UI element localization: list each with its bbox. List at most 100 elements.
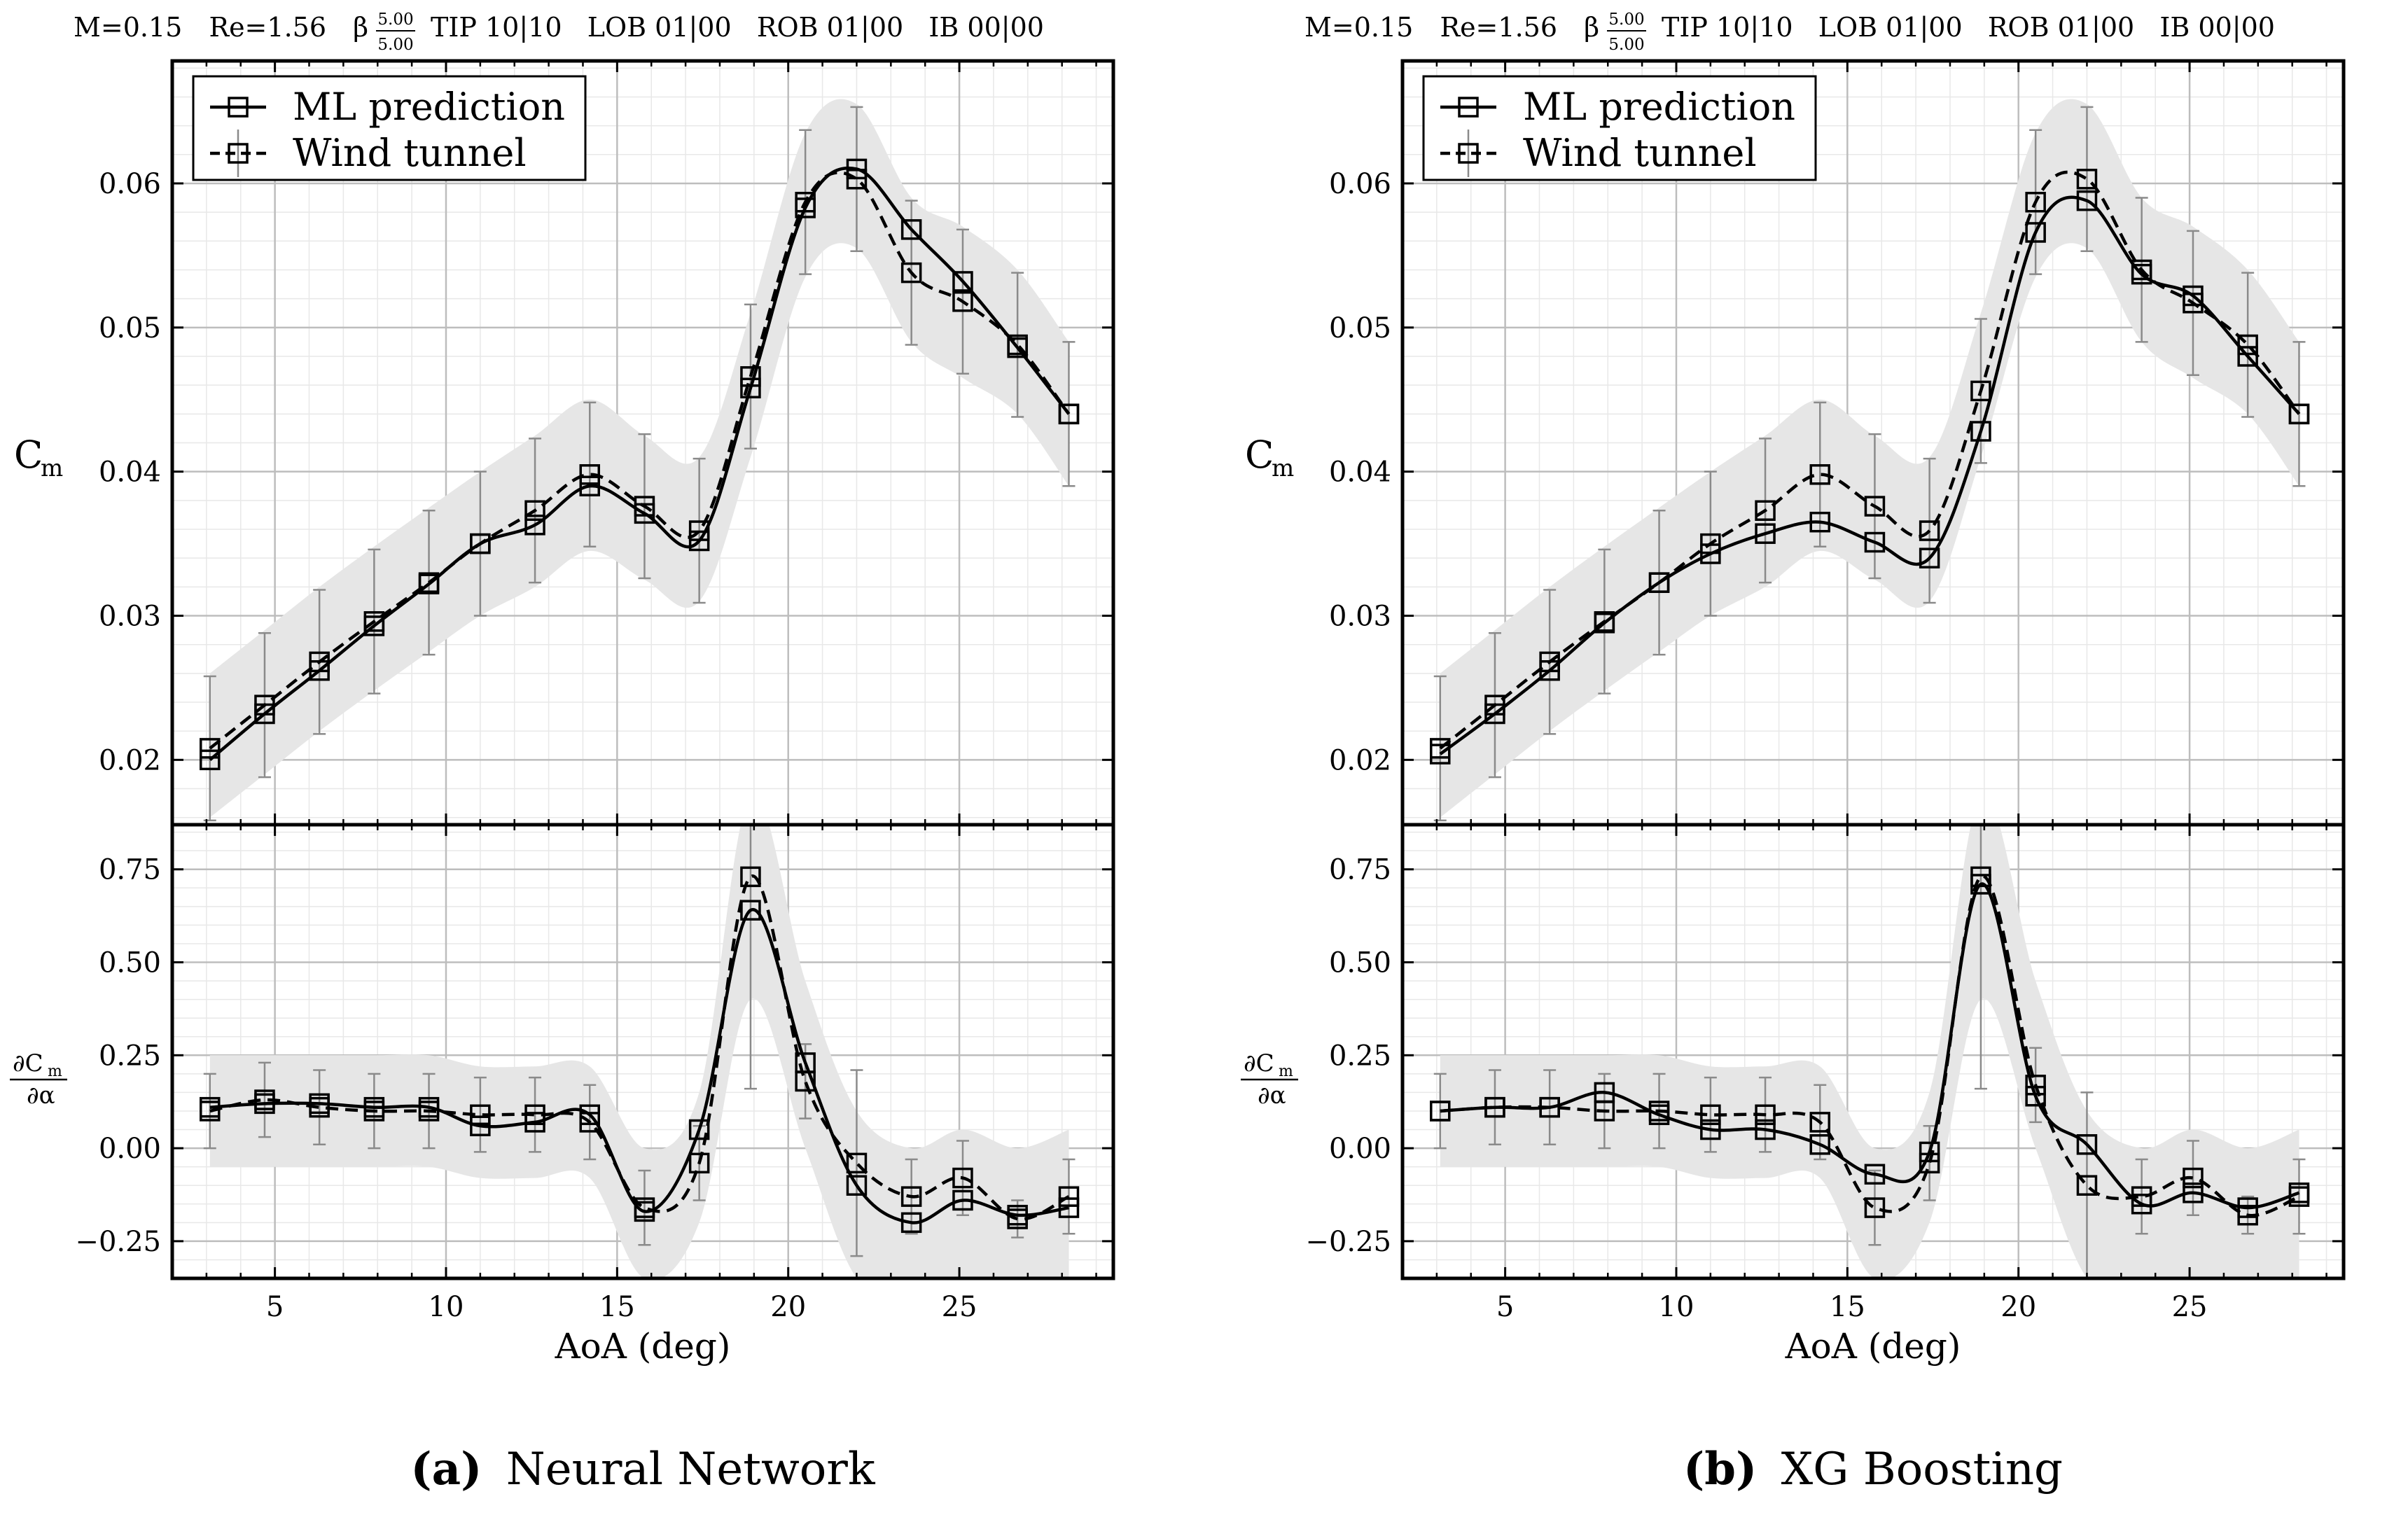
wind-tunnel-marker [2237, 334, 2258, 356]
ml-prediction-marker [795, 197, 816, 218]
ml-prediction-marker [1809, 511, 1830, 533]
ml-prediction-marker [795, 1052, 816, 1073]
y-tick-label: −0.25 [1305, 1226, 1391, 1258]
legend-box [1422, 75, 1817, 181]
ml-prediction-marker [1484, 703, 1505, 725]
ml-prediction-marker [688, 1119, 710, 1140]
y-tick-label: 0.06 [1329, 168, 1391, 200]
wind-tunnel-marker [1700, 1104, 1721, 1126]
y-axis-label: C [1245, 433, 1274, 477]
ml-prediction-marker [2183, 1182, 2204, 1203]
ml-prediction-marker [1430, 1101, 1451, 1122]
wind-tunnel-marker [900, 262, 922, 284]
legend-wind-tunnel-marker [1458, 143, 1479, 164]
ml-prediction-marker [1058, 1197, 1080, 1218]
axes-frame [170, 823, 1115, 1280]
x-tick-label: 15 [1830, 1291, 1865, 1323]
panel-a: M=0.15 Re=1.56 β 5.00 5.00 TIP 10|10 LOB… [10, 11, 1115, 1495]
ml-prediction-marker [2288, 403, 2310, 425]
ml-prediction-marker [1919, 1141, 1940, 1163]
wind-tunnel-marker [740, 866, 761, 888]
wind-tunnel-marker [524, 500, 545, 521]
ml-prediction-marker [524, 1112, 545, 1133]
x-tick-label: 10 [429, 1291, 464, 1323]
wind-tunnel-marker [952, 1167, 973, 1189]
y-tick-label: −0.25 [75, 1226, 161, 1258]
legend-wind-tunnel-marker [228, 143, 249, 164]
legend-prediction-marker [228, 97, 249, 118]
wind-tunnel-marker [1755, 500, 1776, 521]
wind-tunnel-marker [1919, 1152, 1940, 1174]
x-tick-label: 20 [2000, 1291, 2036, 1323]
panel-a-xlabel: AoA (deg) [555, 1326, 731, 1367]
ml-prediction-line [209, 166, 1071, 762]
ml-prediction-marker [846, 1175, 868, 1196]
chart-b-top: 0.02 0.03 0.04 0.05 0.06 Cm ML predictionWind … [1245, 59, 2346, 827]
y-tick-label: 0.03 [99, 601, 161, 633]
ml-prediction-marker [418, 1096, 440, 1118]
ml-prediction-marker [1700, 543, 1721, 564]
plot-area [1403, 61, 2344, 825]
y-tick-label: 0.50 [1329, 947, 1391, 979]
ml-prediction-marker [309, 1093, 330, 1115]
ml-prediction-marker [2237, 1197, 2258, 1218]
ml-prediction-marker [1970, 874, 1991, 895]
wind-tunnel-marker [1755, 1104, 1776, 1126]
y-tick-label: 0.05 [99, 312, 161, 344]
wind-tunnel-marker [1809, 464, 1830, 485]
ml-prediction-marker [579, 475, 600, 497]
ml-prediction-marker [1484, 1096, 1505, 1118]
legend-wind-tunnel-label: Wind tunnel [1523, 131, 1757, 175]
x-tick-label: 5 [1496, 1291, 1514, 1323]
ml-prediction-marker [200, 749, 221, 771]
plot-area [172, 61, 1113, 825]
ml-prediction-marker [200, 1096, 221, 1118]
ml-prediction-marker [1648, 572, 1670, 593]
panel-a-caption: (a) Neural Network [410, 1443, 876, 1495]
panel-b-xlabel: AoA (deg) [1785, 1326, 1961, 1367]
chart-a-top: 0.02 0.03 0.04 0.05 0.06 Cm ML predictionWind … [14, 59, 1115, 827]
ml-prediction-marker [1539, 1096, 1560, 1118]
y-tick-label: 0.75 [1329, 854, 1391, 886]
ml-prediction-marker [900, 1212, 922, 1234]
y-tick-label: 0.02 [1329, 744, 1391, 776]
wind-tunnel-marker [579, 464, 600, 485]
ml-prediction-marker [1700, 1119, 1721, 1140]
y-tick-label: 0.06 [99, 168, 161, 200]
wind-tunnel-marker [1919, 520, 1940, 541]
y-axis-label-subscript: m [41, 454, 63, 482]
x-tick-label: 25 [2172, 1291, 2208, 1323]
ml-prediction-marker [1970, 421, 1991, 442]
ml-prediction-marker [1648, 1104, 1670, 1126]
wind-tunnel-marker [2076, 1175, 2098, 1196]
ml-prediction-marker [1594, 613, 1615, 634]
panel-a-header-mach: M=0.15 [74, 12, 182, 43]
panel-b-header-config: TIP 10|10 LOB 01|00 ROB 01|00 IB 00|00 [1662, 12, 2275, 43]
ml-prediction-marker [363, 615, 385, 636]
wind-tunnel-line [209, 874, 1070, 1221]
ml-prediction-marker [2131, 1194, 2152, 1215]
ml-prediction-marker [309, 659, 330, 681]
legend-wind-tunnel-label: Wind tunnel [293, 131, 527, 175]
ml-prediction-marker [524, 515, 545, 536]
uncertainty-band [1440, 825, 2299, 1278]
wind-tunnel-marker [2183, 1167, 2204, 1189]
ml-prediction-marker [952, 271, 973, 292]
panel-b-header-mach: M=0.15 [1304, 12, 1413, 43]
y-axis-label: C [14, 433, 43, 477]
y-axis-label-denominator: ∂α [1258, 1082, 1286, 1110]
ml-prediction-marker [634, 503, 655, 524]
y-tick-label: 0.00 [1329, 1133, 1391, 1165]
y-tick-label: 0.75 [99, 854, 161, 886]
panel-b-caption-letter: (b) [1683, 1443, 1757, 1495]
panel-b-caption-text: XG Boosting [1781, 1444, 2063, 1495]
legend-prediction-label: ML prediction [1523, 85, 1795, 129]
legend-box [192, 75, 587, 181]
panel-a-header-reynolds: Re=1.56 [209, 12, 326, 43]
x-tick-label: 5 [266, 1291, 284, 1323]
legend-prediction-label: ML prediction [293, 85, 565, 129]
panel-b: M=0.15 Re=1.56 β 5.00 5.00 TIP 10|10 LOB… [1241, 11, 2346, 1495]
y-axis-label-numerator: ∂C [13, 1049, 43, 1077]
